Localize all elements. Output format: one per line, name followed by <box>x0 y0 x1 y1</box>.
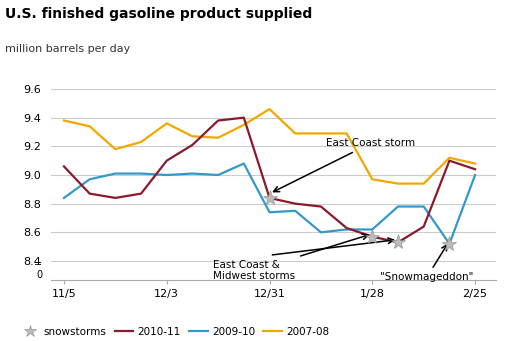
Text: U.S. finished gasoline product supplied: U.S. finished gasoline product supplied <box>5 7 312 21</box>
Text: "Snowmageddon": "Snowmageddon" <box>380 245 473 282</box>
Text: million barrels per day: million barrels per day <box>5 44 130 54</box>
Text: 0: 0 <box>36 270 42 280</box>
Legend: snowstorms, 2010-11, 2009-10, 2007-08: snowstorms, 2010-11, 2009-10, 2007-08 <box>16 322 334 341</box>
Text: East Coast &
Midwest storms: East Coast & Midwest storms <box>213 234 368 281</box>
Text: =: = <box>34 259 42 269</box>
Text: East Coast storm: East Coast storm <box>273 138 415 192</box>
